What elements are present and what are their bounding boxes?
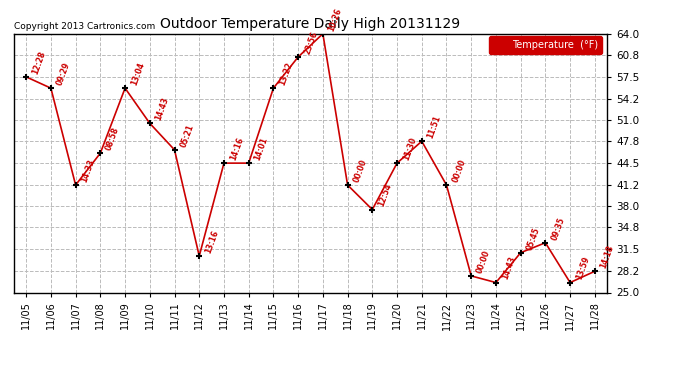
Text: 00:00: 00:00	[352, 158, 368, 184]
Text: 14:43: 14:43	[500, 255, 517, 281]
Text: 14:18: 14:18	[599, 244, 615, 270]
Text: 09:29: 09:29	[55, 61, 72, 87]
Text: 11:30: 11:30	[401, 136, 418, 162]
Text: 13:04: 13:04	[129, 61, 146, 87]
Text: Copyright 2013 Cartronics.com: Copyright 2013 Cartronics.com	[14, 22, 155, 31]
Text: 09:35: 09:35	[549, 216, 566, 242]
Legend: Temperature  (°F): Temperature (°F)	[489, 36, 602, 54]
Text: 12:28: 12:28	[30, 50, 47, 75]
Text: 08:58: 08:58	[104, 126, 121, 152]
Text: 12:54: 12:54	[377, 183, 393, 208]
Text: 11:51: 11:51	[426, 114, 442, 140]
Text: 13:59: 13:59	[574, 255, 591, 281]
Title: Outdoor Temperature Daily High 20131129: Outdoor Temperature Daily High 20131129	[161, 17, 460, 31]
Text: 13:16: 13:16	[204, 229, 220, 255]
Text: 00:00: 00:00	[451, 158, 467, 184]
Text: 05:45: 05:45	[525, 226, 542, 251]
Text: 14:01: 14:01	[253, 136, 270, 162]
Text: 14:43: 14:43	[154, 96, 170, 122]
Text: 05:21: 05:21	[179, 123, 195, 148]
Text: 00:00: 00:00	[475, 249, 492, 274]
Text: 13:22: 13:22	[277, 61, 295, 87]
Text: 14:33: 14:33	[80, 158, 97, 184]
Text: 10:26: 10:26	[327, 7, 344, 32]
Text: 23:56: 23:56	[302, 30, 319, 56]
Text: 14:16: 14:16	[228, 136, 245, 162]
